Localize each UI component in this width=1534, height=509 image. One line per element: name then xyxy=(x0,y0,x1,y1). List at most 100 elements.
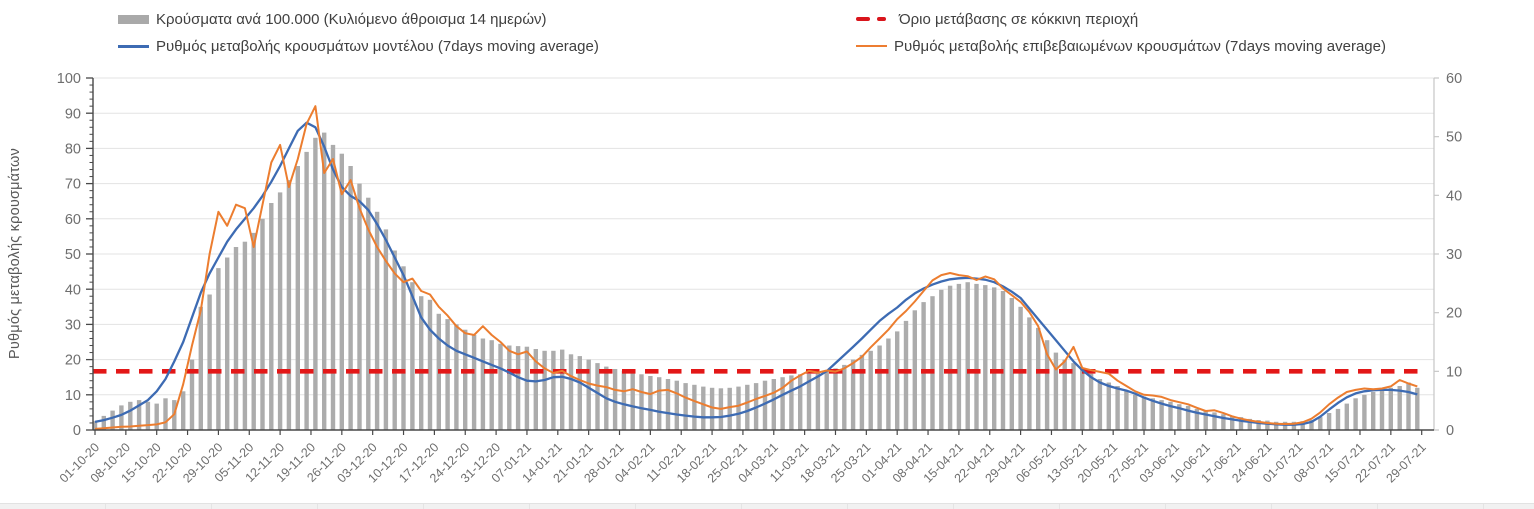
bar xyxy=(1062,359,1067,430)
bar xyxy=(295,166,300,430)
bar xyxy=(286,180,292,430)
bar xyxy=(877,345,882,430)
bar xyxy=(427,299,433,430)
bar xyxy=(181,391,186,430)
bar xyxy=(410,282,415,430)
bar xyxy=(1080,368,1085,430)
bar xyxy=(339,153,344,430)
bar xyxy=(1212,412,1217,430)
bar xyxy=(965,282,970,430)
y-right-tick-label: 50 xyxy=(1446,130,1462,146)
bar xyxy=(1397,386,1402,430)
bar xyxy=(507,345,512,430)
bar xyxy=(515,346,521,430)
bar xyxy=(1362,394,1367,430)
bar xyxy=(568,354,574,430)
bar xyxy=(145,401,151,430)
bar xyxy=(1133,394,1138,430)
bar xyxy=(480,338,486,430)
bar xyxy=(110,410,115,430)
bar xyxy=(762,380,768,430)
bar xyxy=(392,250,397,430)
bar xyxy=(383,229,389,430)
y-axis-left-ticks: 0 10 20 30 40 50 60 70 80 90 100 xyxy=(57,71,93,439)
bar xyxy=(683,383,688,430)
y-left-tick-label: 100 xyxy=(57,71,81,87)
bar xyxy=(1168,401,1173,430)
bar xyxy=(1141,396,1147,430)
bar xyxy=(992,287,997,430)
legend-label-confirmed-rate: Ρυθμός μεταβολής επιβεβαιωμένων κρουσμάτ… xyxy=(894,37,1386,55)
y-left-tick-label: 40 xyxy=(65,282,81,298)
bar xyxy=(1353,398,1358,430)
bar xyxy=(903,320,909,430)
bar xyxy=(1044,340,1050,430)
x-axis-ticks: 01-10-2008-10-2015-10-2022-10-2029-10-20… xyxy=(57,430,1429,486)
bar xyxy=(842,364,847,430)
bar xyxy=(357,183,362,430)
bar xyxy=(1159,400,1164,430)
bar xyxy=(198,306,203,430)
bar xyxy=(674,380,679,430)
legend-label-red-threshold: Όριο μετάβασης σε κόκκινη περιοχή xyxy=(899,10,1139,28)
bar xyxy=(1106,382,1111,430)
bar xyxy=(595,363,600,430)
bar xyxy=(1124,391,1129,430)
bar xyxy=(366,197,371,430)
bar xyxy=(612,369,618,430)
bar xyxy=(251,232,256,430)
bar xyxy=(1036,327,1041,430)
y-left-tick-label: 70 xyxy=(65,177,81,193)
bar xyxy=(1379,390,1385,430)
bar xyxy=(868,350,873,430)
bar xyxy=(471,335,477,430)
bar xyxy=(1300,421,1305,430)
bar xyxy=(216,268,221,430)
bar xyxy=(701,386,706,430)
bar xyxy=(225,257,230,430)
bar xyxy=(692,384,697,430)
bar xyxy=(1000,291,1006,430)
bar xyxy=(983,285,988,430)
bar xyxy=(850,359,856,430)
bar xyxy=(136,400,142,430)
legend-label-cases-bars: Κρούσματα ανά 100.000 (Κυλιόμενο άθροισμ… xyxy=(156,10,547,28)
y-left-tick-label: 50 xyxy=(65,247,81,263)
bar xyxy=(1009,298,1014,430)
y-left-tick-label: 10 xyxy=(65,388,81,404)
bar xyxy=(648,376,653,430)
bar xyxy=(780,377,785,430)
bar xyxy=(806,373,812,430)
bar xyxy=(815,372,821,430)
bar xyxy=(277,192,283,430)
confirmed-line xyxy=(94,105,1418,430)
bar xyxy=(639,374,644,430)
bar xyxy=(930,296,935,430)
bar xyxy=(163,398,168,430)
bar xyxy=(771,379,776,430)
bar xyxy=(1053,352,1059,430)
legend-item-cases-bars: Κρούσματα ανά 100.000 (Κυλιόμενο άθροισμ… xyxy=(118,9,547,29)
legend-swatch-line-icon xyxy=(856,44,887,48)
bar xyxy=(1115,386,1120,430)
y-right-tick-label: 60 xyxy=(1446,71,1462,87)
bar xyxy=(463,329,468,430)
legend-item-model-rate: Ρυθμός μεταβολής κρουσμάτων μοντέλου (7d… xyxy=(118,36,599,56)
bar xyxy=(542,350,547,430)
legend-swatch-dashes-icon xyxy=(856,16,892,22)
legend-swatch-bar-icon xyxy=(118,14,149,24)
legend-item-confirmed-rate: Ρυθμός μεταβολής επιβεβαιωμένων κρουσμάτ… xyxy=(856,36,1386,56)
bar xyxy=(313,137,318,431)
bar xyxy=(736,386,741,430)
bar xyxy=(1335,408,1341,430)
bar xyxy=(533,349,538,430)
bar xyxy=(912,310,917,430)
y-right-tick-label: 0 xyxy=(1446,423,1454,439)
bar xyxy=(348,166,353,430)
bar xyxy=(1185,405,1191,430)
bar xyxy=(1274,421,1279,430)
y-right-tick-label: 20 xyxy=(1446,306,1462,322)
bar xyxy=(119,405,124,430)
bar xyxy=(1071,363,1076,430)
